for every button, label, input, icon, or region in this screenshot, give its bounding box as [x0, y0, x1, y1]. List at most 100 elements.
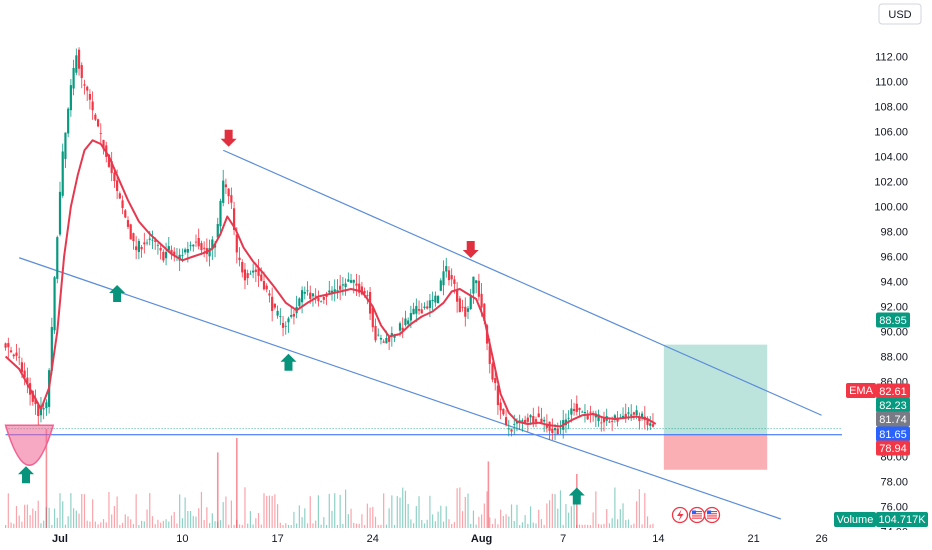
volume-bar	[317, 495, 319, 528]
candle-body	[45, 402, 48, 409]
y-tick-label: 108.00	[874, 102, 908, 114]
volume-bar	[34, 510, 37, 528]
candle-body	[290, 314, 293, 317]
candle-body	[143, 242, 146, 245]
candle-body	[349, 280, 353, 283]
volume-bar	[625, 520, 627, 528]
volume-bar	[565, 504, 567, 528]
candle-body	[483, 303, 486, 322]
volume-bar	[296, 523, 298, 528]
volume-bar	[138, 524, 140, 528]
volume-bar	[423, 523, 426, 528]
candle-body	[181, 255, 184, 257]
candle-body	[456, 289, 459, 302]
candle-body	[545, 423, 548, 428]
currency-button[interactable]: USD	[878, 3, 922, 25]
volume-bar	[342, 524, 344, 528]
y-tick-label: 76.00	[880, 502, 908, 514]
candle-body	[235, 234, 238, 253]
candle-body	[77, 49, 81, 69]
event-icons[interactable]	[671, 506, 721, 524]
time-axis[interactable]: Jul 10 17 24 Aug 7 14 21 26	[52, 533, 828, 545]
x-tick-label: Aug	[471, 533, 492, 545]
volume-bar	[589, 524, 591, 528]
volume-bar	[483, 503, 485, 528]
volume-bar	[336, 524, 339, 528]
price-tag-label: 82.61	[879, 386, 907, 398]
candle-body	[445, 266, 448, 272]
volume-bar	[347, 514, 349, 528]
volume-bar	[325, 524, 328, 528]
volume-bar	[102, 519, 105, 528]
candle-body	[328, 290, 331, 293]
volume-bar	[244, 487, 246, 528]
candle-body	[20, 362, 24, 373]
candle-body	[58, 191, 62, 235]
price-tag-label: 78.94	[879, 443, 907, 455]
candle-body	[442, 271, 445, 286]
y-tick-label: 106.00	[874, 127, 908, 139]
candle-body	[496, 385, 500, 406]
volume-bar	[260, 524, 262, 528]
horizontal-lines	[5, 428, 842, 436]
volume-bar	[94, 521, 96, 528]
volume-bar	[475, 524, 477, 528]
volume-bar	[516, 504, 518, 528]
candle-body	[314, 295, 317, 297]
volume-bar	[532, 522, 534, 528]
price-tag-box	[876, 383, 910, 399]
volume-bar	[456, 488, 458, 528]
volume-bar	[459, 487, 461, 528]
volume-bar	[494, 518, 496, 528]
volume-bar	[184, 497, 186, 528]
ema-tag: EMA	[846, 383, 876, 398]
stop-zone	[663, 434, 768, 470]
candle-body	[219, 200, 222, 227]
volume-bar	[472, 510, 475, 528]
dividend-event-icon	[671, 506, 689, 524]
y-tick-label: 102.00	[874, 177, 908, 189]
candle-body	[534, 419, 538, 422]
volume-bar	[608, 523, 611, 528]
candle-body	[88, 93, 92, 100]
volume-bar	[5, 525, 7, 528]
volume-label: Volume	[837, 514, 874, 526]
candle-body	[262, 281, 266, 290]
candle-body	[121, 200, 124, 208]
volume-bar	[543, 524, 545, 528]
candle-body	[271, 296, 274, 312]
volume-bar	[135, 494, 137, 528]
descending-channel[interactable]	[19, 149, 822, 520]
volume-bar	[434, 521, 436, 528]
candle-body	[423, 306, 426, 308]
candle-body	[110, 161, 113, 173]
volume-bar	[638, 489, 640, 528]
volume-bar	[277, 504, 279, 528]
candle-body	[543, 419, 546, 422]
arrow-up-icon	[109, 285, 126, 302]
volume-bar	[287, 524, 290, 528]
volume-bar	[644, 492, 646, 528]
candle-body	[317, 298, 320, 302]
candle-body	[298, 298, 301, 307]
candle-body	[510, 429, 513, 432]
candle-body	[583, 412, 587, 414]
price-tag-label: 88.95	[879, 315, 907, 327]
volume-bar	[64, 524, 67, 528]
volume-bar	[225, 496, 227, 528]
candle-body	[507, 428, 510, 430]
volume-bar	[132, 523, 135, 528]
lightning-icon	[677, 509, 684, 521]
volume-bar	[636, 501, 638, 528]
volume-bar	[470, 523, 472, 528]
candle-body	[12, 354, 15, 357]
y-tick-label: 90.00	[880, 327, 908, 339]
volume-bar	[187, 511, 189, 528]
volume-bar	[29, 515, 31, 528]
candle-body	[107, 154, 111, 167]
volume-bar	[617, 519, 619, 528]
volume-bar	[62, 501, 64, 528]
candle-body	[611, 420, 614, 422]
candle-body	[230, 195, 233, 203]
